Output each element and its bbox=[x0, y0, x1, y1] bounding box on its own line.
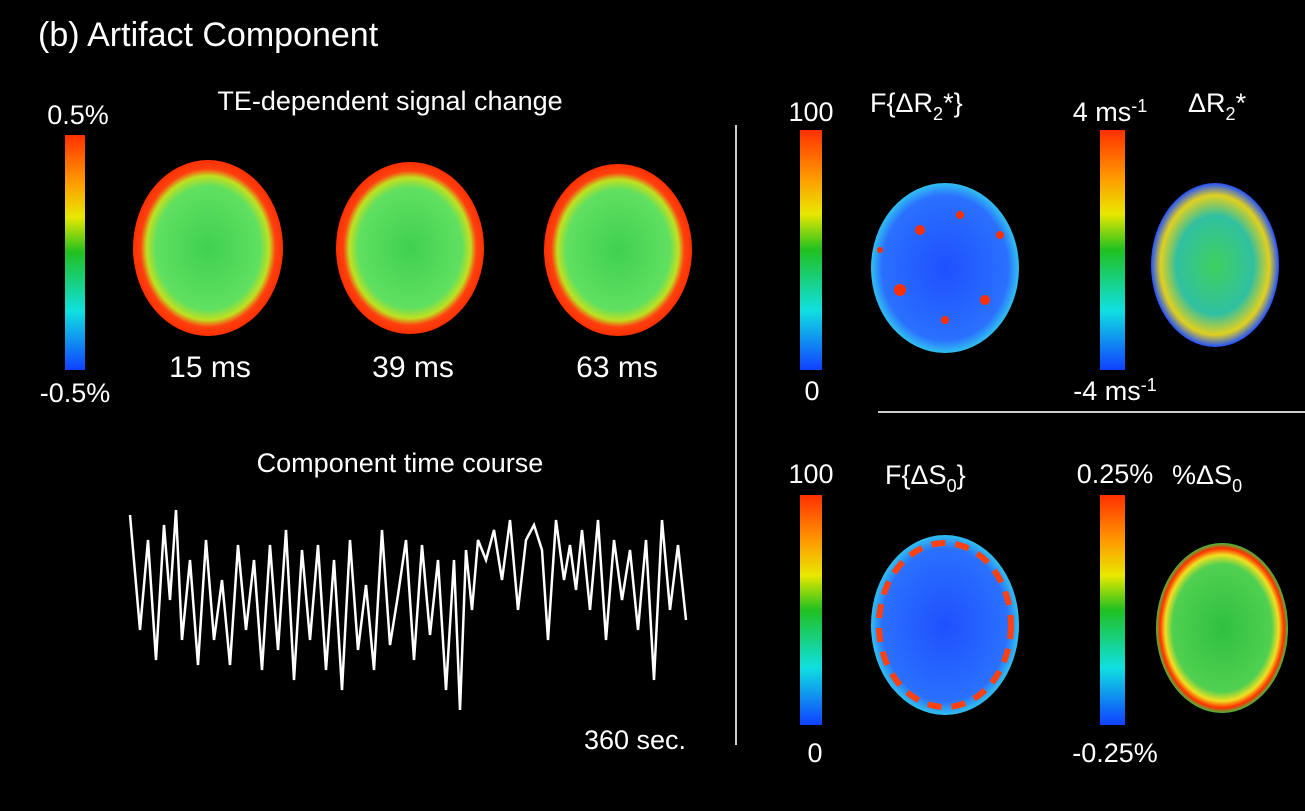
unit-text: -4 ms bbox=[1073, 376, 1141, 406]
colorbar bbox=[1100, 495, 1125, 725]
panel-title: %ΔS0 bbox=[1172, 460, 1242, 496]
colorbar-min: 0 bbox=[804, 376, 819, 406]
time-course-title: Component time course bbox=[257, 448, 544, 478]
colorbar-max: 4 ms-1 bbox=[1073, 96, 1148, 127]
colorbar-min: -4 ms-1 bbox=[1073, 375, 1157, 406]
page: (b) Artifact Component TE-dependent sign… bbox=[0, 0, 1305, 811]
colorbar-max: 0.5% bbox=[47, 100, 109, 130]
colorbar bbox=[1100, 130, 1125, 370]
panel-title: TE-dependent signal change bbox=[217, 86, 562, 116]
time-course-trace bbox=[130, 510, 686, 710]
echo-label: 63 ms bbox=[576, 351, 658, 384]
brain-map bbox=[133, 160, 283, 336]
title-part: %ΔS bbox=[1172, 460, 1232, 490]
brain-map bbox=[871, 535, 1019, 715]
colorbar bbox=[800, 495, 822, 725]
title-subscript: 0 bbox=[947, 476, 957, 496]
brain-map bbox=[1156, 543, 1288, 713]
figure: (b) Artifact Component TE-dependent sign… bbox=[0, 0, 1305, 811]
panel-title: ΔR2* bbox=[1188, 88, 1247, 124]
panel-title: F{ΔS0} bbox=[885, 460, 966, 496]
title-subscript: 2 bbox=[1226, 104, 1236, 124]
panel-title: F{ΔR2*} bbox=[870, 88, 963, 124]
brain-map bbox=[544, 164, 692, 336]
brain-map bbox=[1151, 183, 1279, 347]
colorbar-max: 100 bbox=[788, 459, 833, 489]
colorbar-min: -0.5% bbox=[40, 378, 111, 408]
title-part: * bbox=[1236, 88, 1247, 118]
unit-text: 4 ms bbox=[1073, 97, 1132, 127]
colorbar-max: 100 bbox=[788, 97, 833, 127]
unit-superscript: -1 bbox=[1141, 375, 1157, 395]
colorbar-min: -0.25% bbox=[1072, 738, 1158, 768]
duration-label: 360 sec. bbox=[584, 725, 686, 755]
title-subscript: 0 bbox=[1232, 476, 1242, 496]
brain-map bbox=[871, 183, 1019, 353]
title-part: } bbox=[957, 460, 966, 490]
title-part: ΔR bbox=[1188, 88, 1226, 118]
colorbar-min: 0 bbox=[807, 738, 822, 768]
colorbar bbox=[65, 135, 85, 370]
title-part: F{ΔS bbox=[885, 460, 947, 490]
colorbar-max: 0.25% bbox=[1077, 459, 1154, 489]
title-subscript: 2 bbox=[933, 104, 943, 124]
echo-label: 15 ms bbox=[169, 351, 251, 384]
echo-label: 39 ms bbox=[372, 351, 454, 384]
brain-map bbox=[336, 162, 484, 334]
title-part: *} bbox=[943, 88, 963, 118]
figure-title: (b) Artifact Component bbox=[38, 16, 379, 54]
unit-superscript: -1 bbox=[1131, 96, 1147, 116]
colorbar bbox=[800, 130, 822, 370]
title-part: F{ΔR bbox=[870, 88, 933, 118]
